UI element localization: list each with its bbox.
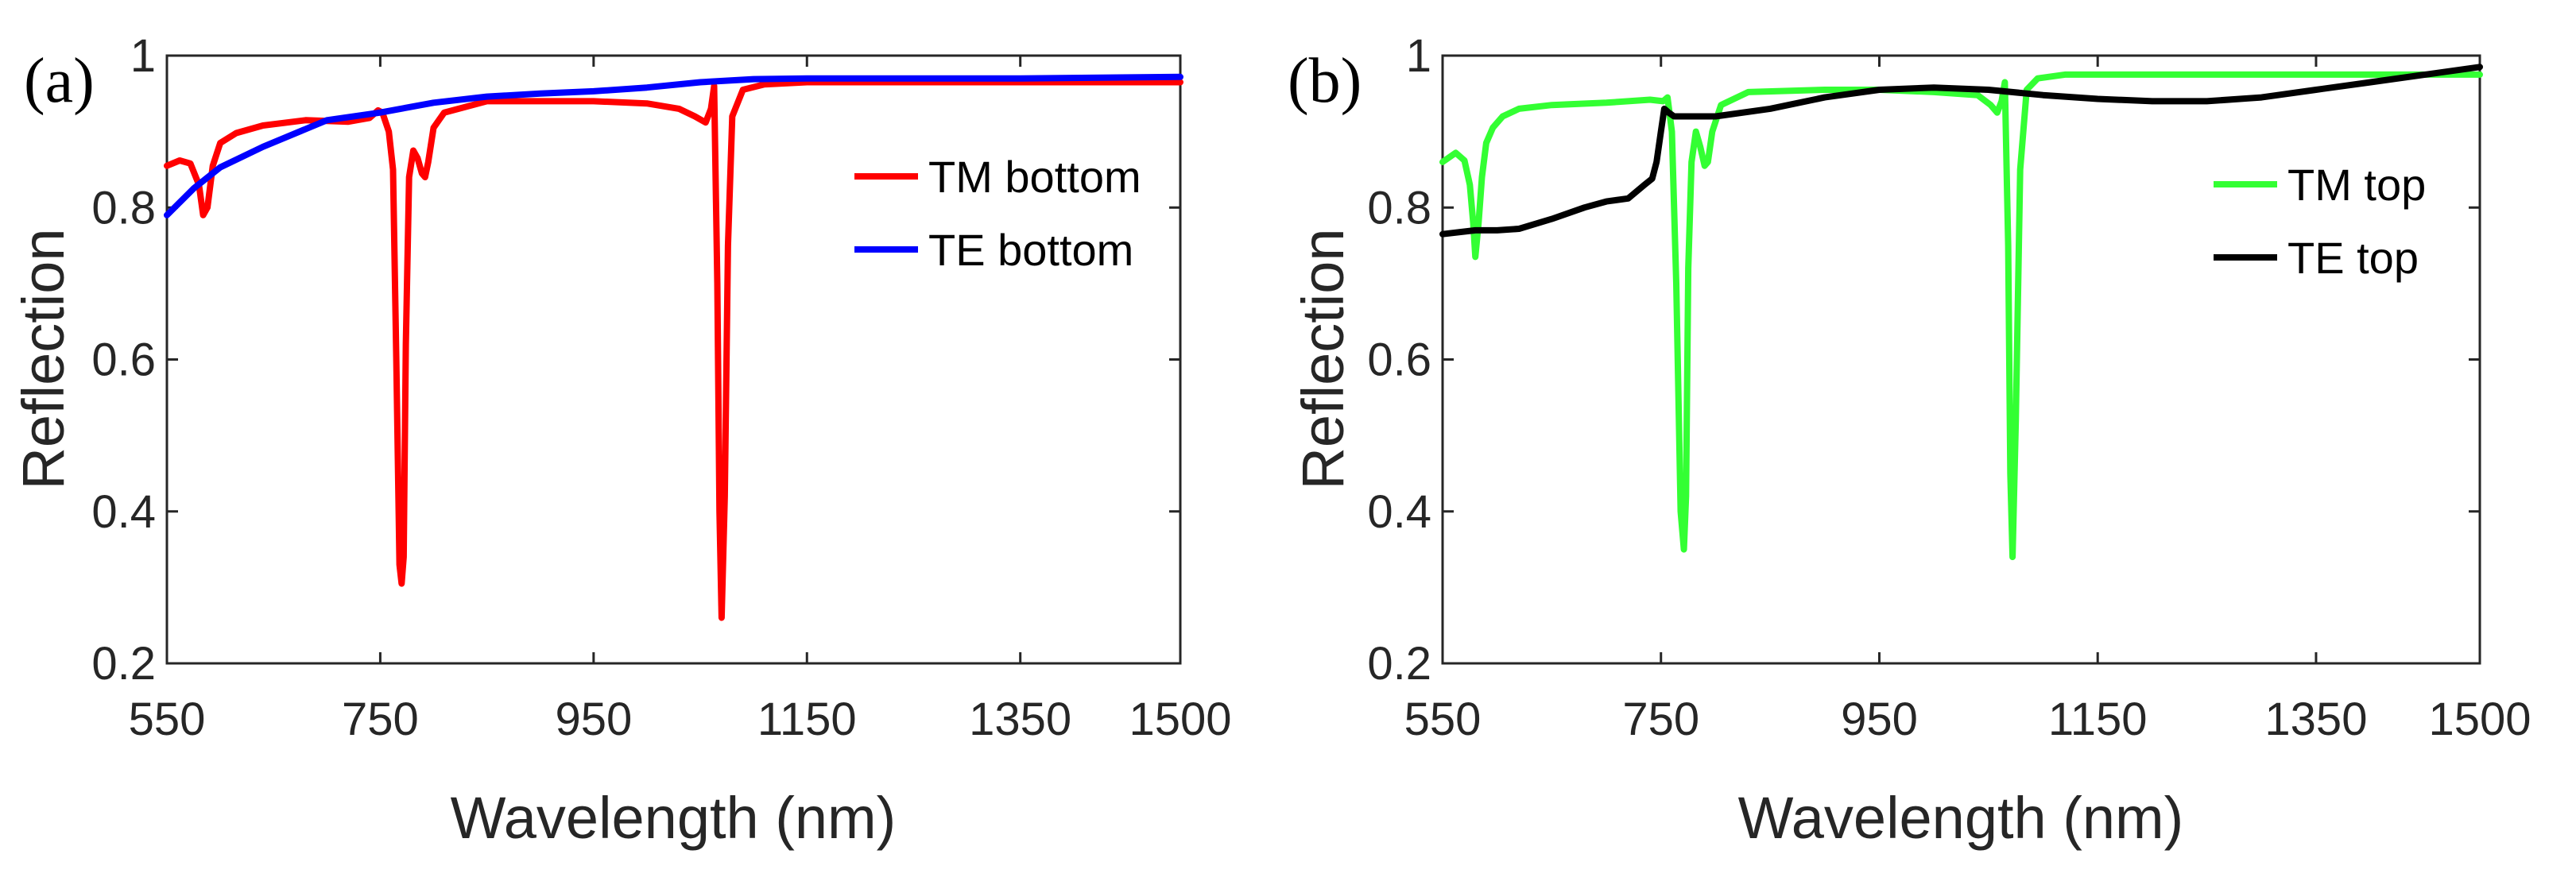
panel-b-tick-marks: [1441, 54, 2481, 665]
panel-b-x-tick-label: 1500: [2428, 694, 2531, 745]
panel-a-x-tick-label: 1150: [757, 694, 857, 745]
panel-b-y-tick-label: 0.4: [1367, 486, 1431, 538]
panel-a-x-axis-label: Wavelength (nm): [451, 785, 897, 851]
panel-a-label: (a): [24, 46, 95, 116]
panel-a-y-tick-labels: 0.2 0.4 0.6 0.8 1: [91, 30, 156, 690]
series-line-tm-bottom: [164, 79, 1183, 621]
panel-b-y-axis-label: Reflection: [1290, 228, 1356, 489]
panel-a-tick-marks: [165, 54, 1182, 665]
panel-a-x-tick-label: 1500: [1129, 694, 1231, 745]
panel-b-x-tick-label: 950: [1841, 694, 1918, 745]
panel-b-y-tick-label: 0.6: [1367, 334, 1431, 386]
panel-b-legend: TM top TE top: [2214, 160, 2426, 283]
series-line-te-top: [1439, 64, 2483, 238]
panel-a-y-tick-label: 0.6: [91, 334, 156, 386]
panel-b-x-axis-label: Wavelength (nm): [1738, 785, 2184, 851]
panel-b-x-tick-label: 750: [1622, 694, 1699, 745]
panel-b-x-tick-label: 550: [1404, 694, 1482, 745]
panel-b-x-tick-label: 1350: [2264, 694, 2367, 745]
panel-a-x-tick-label: 950: [555, 694, 632, 745]
panel-b-y-tick-label: 0.2: [1367, 638, 1431, 690]
panel-a-series: [164, 73, 1183, 621]
panel-b-series: [1439, 64, 2483, 561]
panel-a-y-tick-label: 1: [130, 30, 156, 82]
panel-b-label: (b): [1288, 46, 1362, 116]
panel-a-x-tick-labels: 550 750 950 1150 1350 1500: [129, 694, 1232, 745]
panel-a-x-tick-label: 750: [342, 694, 419, 745]
panel-b: (b) 550 750 950 1150 1350 1500 0.20.40.60.81 …: [1288, 30, 2531, 851]
panel-b-y-tick-label: 0.8: [1367, 182, 1431, 234]
panel-b-plot-area: [1441, 54, 2481, 665]
legend-label-tm-bottom: TM bottom: [928, 152, 1141, 202]
panel-a-y-tick-label: 0.8: [91, 182, 156, 234]
panel-a-x-tick-label: 550: [129, 694, 206, 745]
panel-a-y-tick-label: 0.2: [91, 638, 156, 690]
panel-a: (a) 550 750 950 1150 1350 1500 0.20.40.60.81 …: [10, 30, 1232, 851]
legend-label-te-bottom: TE bottom: [928, 225, 1133, 275]
panel-b-y-tick-labels: 0.2 0.4 0.6 0.8 1: [1367, 30, 1431, 690]
panel-b-y-tick-label: 1: [1406, 30, 1431, 82]
panel-a-plot-area: [165, 54, 1182, 665]
series-line-te-bottom: [164, 73, 1183, 218]
panel-a-x-tick-label: 1350: [969, 694, 1071, 745]
panel-b-x-tick-labels: 550 750 950 1150 1350 1500: [1404, 694, 2531, 745]
panel-a-y-tick-label: 0.4: [91, 486, 156, 538]
legend-label-tm-top: TM top: [2287, 160, 2426, 210]
panel-b-x-tick-label: 1150: [2048, 694, 2148, 745]
legend-label-te-top: TE top: [2287, 233, 2419, 283]
panel-a-legend: TM bottom TE bottom: [854, 152, 1141, 275]
series-line-tm-top: [1439, 71, 2483, 561]
panel-a-y-axis-label: Reflection: [10, 228, 76, 489]
